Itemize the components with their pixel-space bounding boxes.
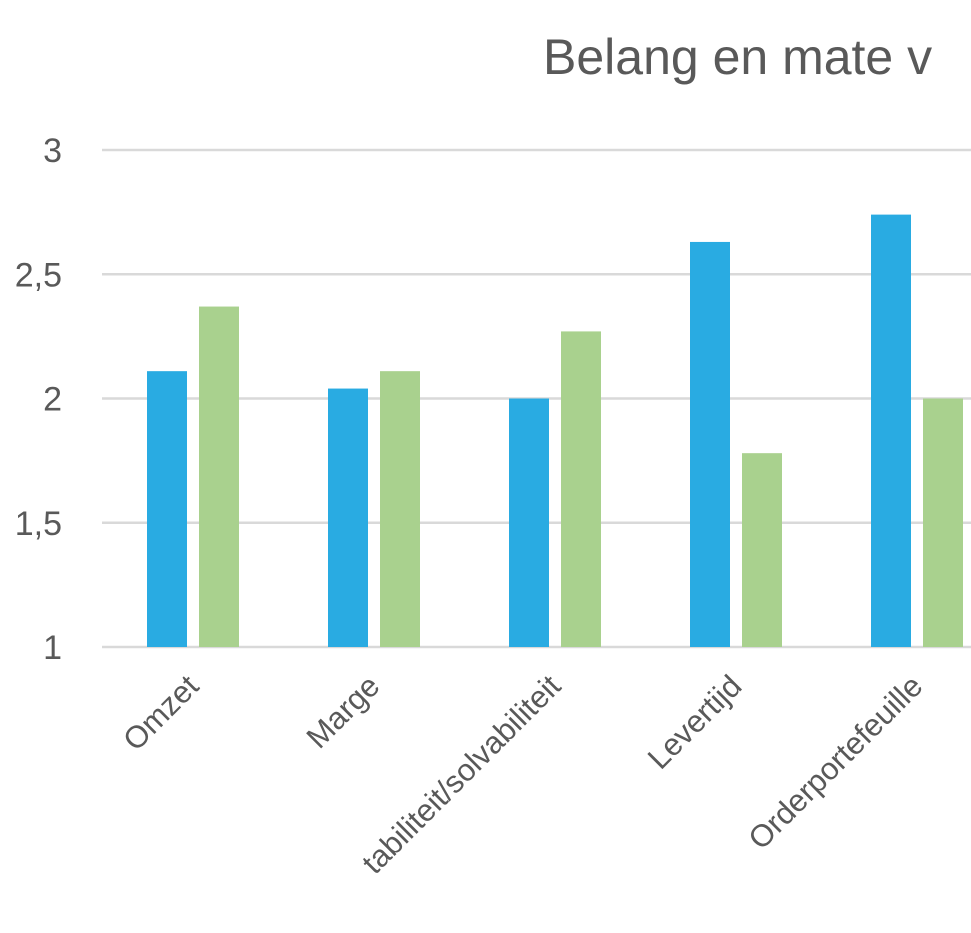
- bar-series-1-4: [871, 214, 911, 648]
- y-tick-label: 3: [43, 132, 62, 170]
- y-tick-label: 1,5: [15, 505, 62, 543]
- bar-series-1-1: [328, 388, 368, 647]
- bar-series-1-2: [509, 398, 549, 647]
- x-category-label: tabiliteit/solvabiliteit: [355, 668, 568, 881]
- bar-series-2-2: [561, 331, 601, 647]
- x-category-label: Omzet: [116, 668, 206, 758]
- bar-series-2-3: [742, 453, 782, 647]
- bar-series-1-0: [147, 371, 187, 647]
- x-category-label: Orderportefeuille: [741, 668, 929, 856]
- y-tick-label: 1: [43, 629, 62, 667]
- bars: [147, 214, 963, 648]
- bar-series-2-4: [923, 398, 963, 647]
- bar-series-1-3: [690, 241, 730, 647]
- bar-series-2-0: [199, 306, 239, 647]
- y-tick-label: 2: [43, 381, 62, 419]
- y-tick-label: 2,5: [15, 256, 62, 294]
- x-category-label: Levertijd: [641, 668, 749, 776]
- y-axis-tick-labels: 1 1,5 2 2,5 3: [15, 132, 62, 667]
- x-category-label: Marge: [300, 668, 387, 755]
- chart-title: Belang en mate v: [543, 29, 932, 85]
- bar-series-2-1: [380, 371, 420, 647]
